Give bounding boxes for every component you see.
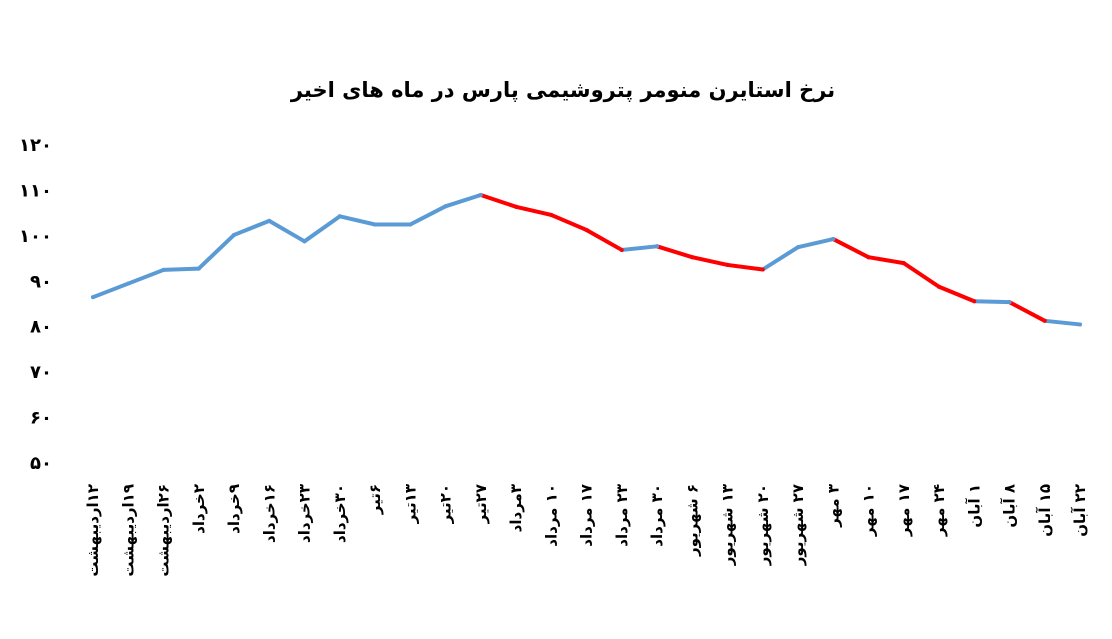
chart-title: نرخ استایرن منومر پتروشیمی پارس در ماه ه…: [290, 78, 835, 102]
data-point: [690, 255, 695, 260]
data-point: [901, 261, 906, 266]
line-segment: [619, 244, 659, 252]
line-segment: [796, 237, 836, 250]
data-point: [267, 218, 272, 223]
x-tick-label: ۱۷ مهر: [895, 484, 913, 537]
x-tick-label: ۲۴ مهر: [930, 484, 948, 537]
line-segment: [760, 245, 800, 272]
x-tick-label: ۲۳خرداد: [296, 484, 314, 543]
x-tick-label: ۳مرداد: [507, 484, 525, 532]
x-tick-label: ۱۵ آبان: [1036, 484, 1054, 537]
y-tick-label: ۶۰: [30, 408, 52, 429]
x-tick-label: ۲۳ مرداد: [613, 484, 631, 547]
data-point: [796, 245, 800, 250]
x-tick-label: ۹خرداد: [225, 484, 243, 534]
line-segment: [972, 299, 1012, 305]
line-segment: [408, 204, 448, 227]
y-axis: ۵۰ ۶۰ ۷۰ ۸۰ ۹۰ ۱۰۰ ۱۱۰ ۱۲۰: [19, 135, 52, 474]
y-tick-label: ۷۰: [30, 362, 52, 383]
data-point: [478, 192, 483, 197]
data-point: [91, 295, 95, 300]
y-tick-label: ۱۲۰: [19, 135, 52, 156]
x-tick-label: ۳ مهر: [824, 484, 842, 528]
data-point: [408, 222, 413, 227]
data-point: [302, 239, 307, 244]
line-segment: [126, 267, 166, 286]
x-tick-label: ۲۲ آبان: [1071, 484, 1089, 537]
line-segment: [161, 266, 201, 272]
x-tick-label: ۱۳ شهریور: [719, 484, 737, 566]
x-tick-label: ۶ شهریور: [683, 484, 701, 557]
x-tick-label: ۸ آبان: [1001, 484, 1019, 528]
x-tick-label: ۲۰تیر: [437, 484, 455, 524]
data-point: [972, 299, 977, 304]
x-tick-label: ۱ آبان: [965, 484, 983, 528]
line-segment: [690, 255, 730, 267]
x-tick-label: ۲۷تیر: [472, 484, 490, 524]
line-segment: [937, 284, 977, 304]
x-axis: ۱۲اردیبهشت ۱۹اردیبهشت ۲۶اردیبهشت ۲خرداد ۹خرد…: [84, 484, 1089, 577]
x-tick-label: ۱۶خرداد: [260, 484, 278, 543]
data-point: [1078, 322, 1082, 327]
line-segment: [91, 281, 131, 300]
line-segment: [1007, 300, 1047, 323]
x-tick-label: ۲۰ شهریور: [754, 484, 772, 566]
x-tick-label: ۱۲اردیبهشت: [84, 484, 102, 577]
data-point: [232, 232, 236, 237]
line-segment: [866, 255, 906, 266]
line-segment: [655, 244, 695, 260]
y-tick-label: ۱۰۰: [19, 226, 52, 247]
y-tick-label: ۱۱۰: [19, 180, 52, 201]
line-segment: [831, 237, 871, 260]
x-tick-label: ۳۰ مرداد: [648, 484, 666, 547]
x-tick-label: ۶تیر: [366, 484, 384, 515]
line-segment: [514, 204, 554, 217]
data-point: [619, 247, 624, 252]
line-segment: [232, 218, 272, 237]
data-point: [1007, 300, 1012, 305]
x-tick-label: ۳۰خرداد: [331, 484, 349, 543]
y-tick-label: ۵۰: [30, 453, 52, 474]
data-point: [126, 281, 131, 286]
data-point: [373, 222, 377, 227]
data-point: [584, 227, 589, 232]
y-tick-label: ۸۰: [30, 317, 52, 338]
x-tick-label: ۱۹اردیبهشت: [119, 484, 137, 577]
data-point: [514, 204, 518, 209]
data-point: [655, 244, 659, 249]
data-point: [161, 267, 166, 272]
data-point: [937, 284, 941, 289]
x-tick-label: ۲خرداد: [190, 484, 208, 534]
line-segment: [302, 214, 342, 244]
line-segment: [1042, 318, 1082, 327]
data-point: [760, 267, 765, 272]
line-segment: [478, 192, 518, 209]
x-tick-label: ۱۳تیر: [401, 484, 419, 524]
line-segment: [196, 232, 236, 271]
line-segment: [337, 214, 377, 227]
data-point: [337, 214, 342, 219]
line-segment: [267, 218, 307, 244]
data-point: [1042, 318, 1047, 323]
data-point: [725, 262, 730, 267]
line-segment: [584, 227, 624, 252]
data-point: [196, 266, 201, 271]
line-segment: [443, 192, 483, 209]
data-point: [443, 204, 448, 209]
data-point: [549, 212, 554, 217]
line-segment: [725, 262, 765, 272]
line-segment: [549, 212, 589, 232]
series-line: [91, 192, 1082, 327]
data-point: [866, 255, 871, 260]
x-tick-label: ۱۰ مهر: [860, 484, 878, 537]
y-tick-label: ۹۰: [30, 271, 52, 292]
data-point: [831, 237, 836, 242]
x-tick-label: ۲۶اردیبهشت: [155, 484, 173, 577]
line-segment: [901, 261, 941, 289]
x-tick-label: ۲۷ شهریور: [789, 484, 807, 566]
x-tick-label: ۱۷ مرداد: [578, 484, 596, 547]
x-tick-label: ۱۰ مرداد: [542, 484, 560, 547]
